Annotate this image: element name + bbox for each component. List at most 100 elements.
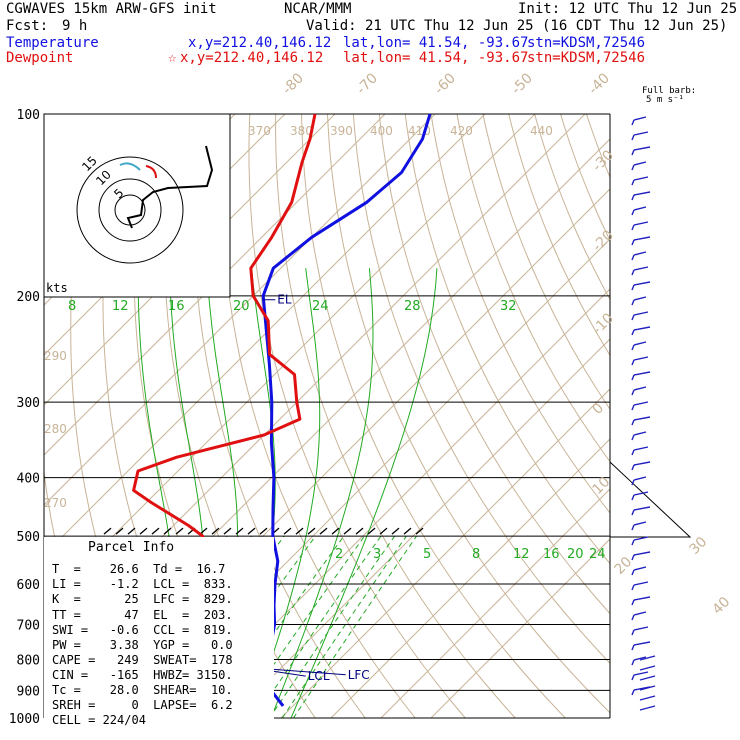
dry-adiabat: [638, 114, 740, 726]
mixing-ratio-label: 20: [567, 547, 584, 562]
lower-right-frame: [609, 460, 692, 538]
wind-barb: [633, 221, 649, 226]
wind-barb: [633, 536, 649, 541]
isotherm-label: -70: [354, 70, 381, 97]
pressure-tick-label: 100: [17, 108, 40, 123]
wind-barb-flag: [631, 209, 635, 216]
mixing-ratio-label: 24: [312, 299, 329, 314]
wind-barb: [633, 656, 647, 661]
wind-barb: [633, 521, 647, 526]
wind-barb: [633, 116, 647, 121]
hatch-mark: [235, 527, 244, 535]
pressure-tick-label: 700: [17, 618, 40, 633]
parcel-row: SREH = 0 LAPSE= 6.2: [52, 698, 233, 712]
model-title: CGWAVES 15km ARW-GFS init: [6, 1, 217, 17]
wind-barb: [639, 655, 656, 661]
wind-barb: [633, 626, 649, 631]
mixing-ratio-label: 12: [112, 299, 129, 314]
wind-barb: [633, 506, 651, 511]
moist-adiabat: [290, 268, 438, 718]
mixing-ratio-label: 16: [168, 299, 185, 314]
pressure-tick-label: 600: [17, 578, 40, 593]
hodograph-ring: [76, 156, 184, 264]
wind-barb-flag: [631, 479, 635, 486]
hodograph-trace: [126, 145, 214, 229]
isotherm-line: [430, 538, 610, 718]
wind-barb-flag: [631, 689, 635, 696]
wind-barb-flag: [631, 149, 635, 156]
parcel-row: TT = 47 EL = 203.: [52, 608, 233, 622]
hatch-mark: [367, 527, 376, 535]
wind-barb: [633, 581, 649, 586]
wind-barb-flag: [631, 524, 635, 531]
dry-adiabat: [482, 114, 610, 411]
isotherm-line: [44, 114, 336, 406]
wind-barb: [633, 281, 651, 286]
wind-barb-flag: [631, 419, 635, 426]
wind-barb: [633, 371, 651, 376]
mixing-ratio-label: 24: [589, 547, 606, 562]
mixing-ratio-label: 16: [543, 547, 560, 562]
wind-barb-flag: [631, 299, 635, 306]
wind-barb-flag: [631, 284, 635, 291]
parcel-info-title: Parcel Info: [88, 540, 175, 555]
wind-barb: [633, 326, 651, 331]
wind-barb: [633, 311, 649, 316]
parcel-row: CELL = 224/04: [52, 713, 146, 727]
wind-barb: [633, 236, 651, 241]
pressure-tick-label: 1000: [9, 712, 40, 727]
wind-barb-flag: [631, 269, 635, 276]
wind-barb-flag: [631, 329, 635, 336]
hatch-mark: [247, 527, 256, 535]
theta-label: 370: [248, 124, 271, 138]
mixing-ratio-line: [292, 535, 417, 718]
legend-temperature-latlon: lat,lon= 41.54, -93.67: [343, 35, 529, 51]
pressure-tick-label: 900: [17, 684, 40, 699]
hatch-mark: [115, 527, 124, 535]
wind-barb: [633, 671, 649, 676]
center-name: NCAR/MMM: [284, 1, 352, 17]
mixing-ratio-label: 3: [373, 547, 381, 562]
wind-barb: [633, 161, 647, 166]
wind-barb-flag: [631, 404, 635, 411]
mixing-ratio-label: 2: [335, 547, 343, 562]
el-marker: EL: [277, 293, 292, 307]
wind-barb-flag: [631, 239, 635, 246]
hatch-mark: [211, 527, 220, 535]
hatch-mark: [307, 527, 316, 535]
wind-barb: [633, 131, 649, 136]
parcel-info-panel: Parcel Info T = 26.6 Td = 16.7 LI = -1.2…: [44, 537, 274, 727]
wind-barb-flag: [631, 629, 635, 636]
hatch-mark: [355, 527, 364, 535]
wind-barb: [633, 296, 647, 301]
lcl-marker: LCL: [308, 669, 330, 683]
wind-barb: [633, 596, 651, 601]
wind-barb-flag: [631, 674, 635, 681]
pressure-tick-label: 400: [17, 472, 40, 487]
wind-barb: [633, 401, 649, 406]
wind-barb: [633, 476, 647, 481]
dry-adiabat: [430, 114, 610, 514]
legend-temperature-station: stn=KDSM,72546: [527, 35, 646, 51]
wind-barb: [633, 446, 649, 451]
parcel-row: SWI = -0.6 CCL = 819.: [52, 623, 233, 637]
parcel-row: T = 26.6 Td = 16.7: [52, 562, 226, 576]
hatch-mark: [175, 527, 184, 535]
wind-barb: [633, 206, 647, 211]
dry-adiabat: [664, 114, 740, 726]
legend-dewpoint-latlon: lat,lon= 41.54, -93.67: [343, 50, 529, 66]
dry-adiabat: [612, 114, 740, 726]
wind-barb-flag: [631, 539, 635, 546]
wind-barb: [639, 665, 656, 671]
theta-label: 400: [370, 124, 393, 138]
mixing-ratio-label: 28: [404, 299, 421, 314]
dry-adiabat: [0, 114, 18, 726]
wind-barb-flag: [631, 179, 635, 186]
hatch-mark: [139, 527, 148, 535]
isotherm-line: [380, 488, 610, 718]
wind-barb-flag: [631, 119, 635, 126]
parcel-row: PW = 3.38 YGP = 0.0: [52, 638, 233, 652]
wind-barb: [633, 431, 647, 436]
legend-temperature-xy: x,y=212.40,146.12: [188, 35, 332, 51]
